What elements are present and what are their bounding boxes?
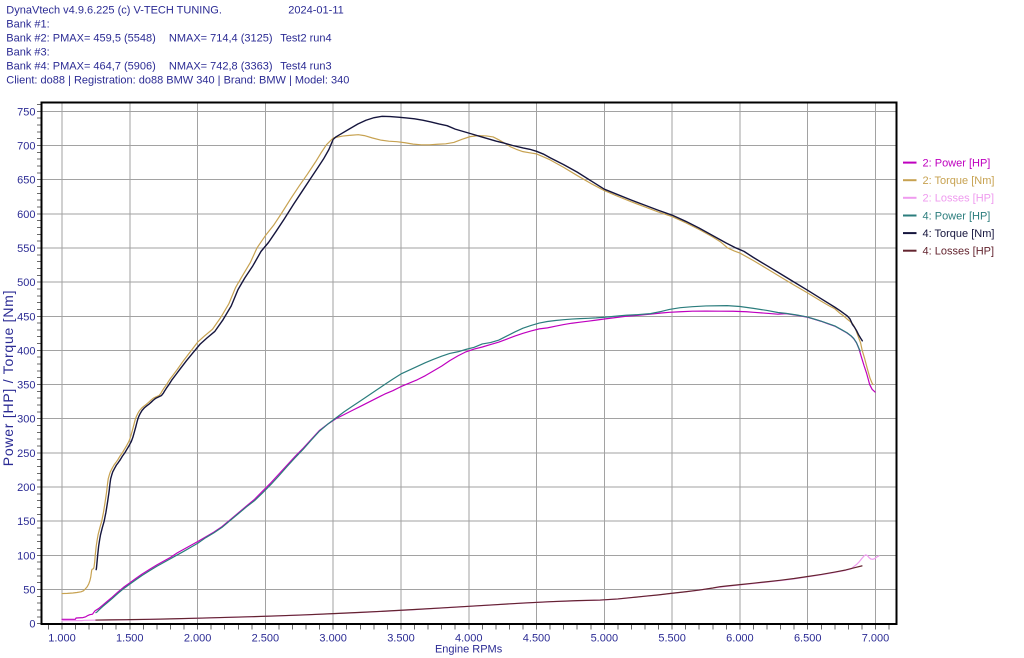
svg-text:750: 750 (17, 106, 35, 118)
svg-text:NMAX= 714,4 (3125): NMAX= 714,4 (3125) (169, 33, 273, 45)
svg-text:2: Torque [Nm]: 2: Torque [Nm] (923, 175, 995, 187)
svg-text:1.500: 1.500 (116, 633, 144, 645)
svg-text:350: 350 (17, 380, 35, 392)
svg-text:2024-01-11: 2024-01-11 (288, 5, 343, 17)
svg-text:NMAX= 742,8 (3363): NMAX= 742,8 (3363) (169, 61, 273, 73)
svg-text:Bank #4: PMAX= 464,7 (5906): Bank #4: PMAX= 464,7 (5906) (6, 61, 156, 73)
svg-text:4: Power [HP]: 4: Power [HP] (923, 210, 991, 222)
svg-text:200: 200 (17, 482, 35, 494)
svg-text:2: Losses [HP]: 2: Losses [HP] (923, 193, 995, 205)
svg-text:2.000: 2.000 (184, 633, 212, 645)
svg-text:50: 50 (23, 584, 35, 596)
svg-text:150: 150 (17, 516, 35, 528)
svg-text:700: 700 (17, 141, 35, 153)
svg-text:0: 0 (29, 619, 35, 631)
svg-text:7.000: 7.000 (862, 633, 890, 645)
svg-text:2: Power [HP]: 2: Power [HP] (923, 157, 991, 169)
svg-text:Client: do88 | Registration: d: Client: do88 | Registration: do88 BMW 34… (6, 75, 349, 87)
svg-text:1.000: 1.000 (48, 633, 76, 645)
svg-text:Bank #2: PMAX= 459,5 (5548): Bank #2: PMAX= 459,5 (5548) (6, 33, 156, 45)
svg-text:5.500: 5.500 (658, 633, 686, 645)
svg-text:600: 600 (17, 209, 35, 221)
svg-text:6.000: 6.000 (726, 633, 754, 645)
svg-text:550: 550 (17, 243, 35, 255)
svg-text:5.000: 5.000 (591, 633, 619, 645)
svg-text:Bank #3:: Bank #3: (6, 47, 49, 59)
svg-text:6.500: 6.500 (794, 633, 822, 645)
svg-text:4: Losses [HP]: 4: Losses [HP] (923, 246, 995, 258)
svg-text:650: 650 (17, 175, 35, 187)
svg-text:4.500: 4.500 (523, 633, 551, 645)
svg-text:Power [HP] / Torque [Nm]: Power [HP] / Torque [Nm] (0, 290, 16, 466)
svg-text:Test2 run4: Test2 run4 (280, 33, 331, 45)
svg-text:4: Torque [Nm]: 4: Torque [Nm] (923, 228, 995, 240)
svg-text:Engine RPMs: Engine RPMs (435, 644, 503, 656)
svg-text:Test4 run3: Test4 run3 (280, 61, 331, 73)
svg-text:100: 100 (17, 550, 35, 562)
svg-text:400: 400 (17, 345, 35, 357)
svg-text:2.500: 2.500 (252, 633, 280, 645)
svg-text:4.000: 4.000 (455, 633, 483, 645)
svg-text:Bank #1:: Bank #1: (6, 19, 49, 31)
svg-text:300: 300 (17, 414, 35, 426)
svg-text:500: 500 (17, 277, 35, 289)
svg-text:3.000: 3.000 (319, 633, 347, 645)
svg-text:250: 250 (17, 448, 35, 460)
svg-text:450: 450 (17, 311, 35, 323)
svg-text:3.500: 3.500 (387, 633, 415, 645)
svg-text:DynaVtech v4.9.6.225 (c) V-TEC: DynaVtech v4.9.6.225 (c) V-TECH TUNING. (6, 5, 222, 17)
